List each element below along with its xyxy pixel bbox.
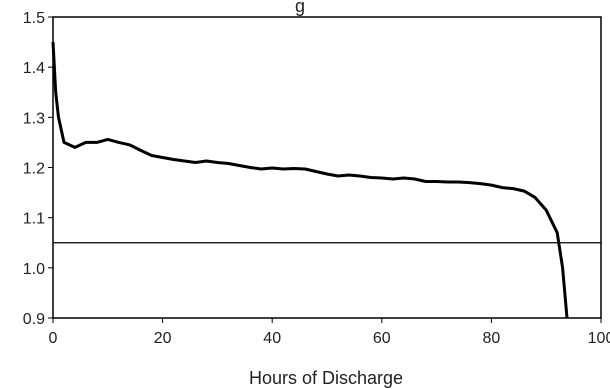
x-tick-label: 60 bbox=[373, 330, 391, 347]
x-tick-label: 100 bbox=[588, 330, 610, 347]
x-axis-title: Hours of Discharge bbox=[249, 368, 403, 388]
x-tick-label: 80 bbox=[483, 330, 501, 347]
y-tick-label: 1.0 bbox=[23, 261, 45, 278]
discharge-curve bbox=[51, 42, 569, 319]
y-tick-label: 0.9 bbox=[23, 311, 45, 328]
y-tick-label: 1.5 bbox=[23, 10, 45, 27]
x-tick-label: 40 bbox=[263, 330, 281, 347]
plot-frame bbox=[52, 16, 602, 319]
plot-area: 0.9 1.0 1.1 1.2 1.3 1.4 1.5 0 20 40 60 80 100 bbox=[23, 10, 610, 347]
x-tick-label: 0 bbox=[49, 330, 58, 347]
chart-title-partial: g bbox=[295, 0, 305, 16]
y-tick-label: 1.4 bbox=[23, 60, 45, 77]
y-tick-label: 1.2 bbox=[23, 161, 45, 178]
y-tick-label: 1.3 bbox=[23, 110, 45, 127]
y-tick-label: 1.1 bbox=[23, 211, 45, 228]
x-tick-label: 20 bbox=[154, 330, 172, 347]
